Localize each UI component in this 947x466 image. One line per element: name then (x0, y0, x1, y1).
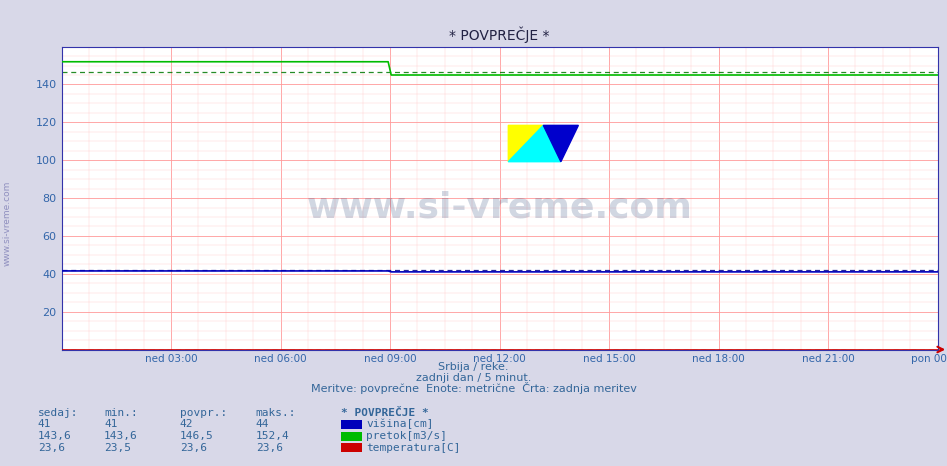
Text: 143,6: 143,6 (38, 431, 72, 441)
Text: 23,6: 23,6 (256, 443, 283, 452)
Text: min.:: min.: (104, 408, 138, 418)
Text: sedaj:: sedaj: (38, 408, 79, 418)
Text: www.si-vreme.com: www.si-vreme.com (307, 190, 692, 224)
Text: www.si-vreme.com: www.si-vreme.com (3, 181, 12, 267)
Text: 23,5: 23,5 (104, 443, 132, 452)
Text: zadnji dan / 5 minut.: zadnji dan / 5 minut. (416, 373, 531, 383)
Polygon shape (509, 125, 544, 162)
Text: 146,5: 146,5 (180, 431, 214, 441)
Text: 44: 44 (256, 419, 269, 429)
Text: 23,6: 23,6 (180, 443, 207, 452)
Text: 143,6: 143,6 (104, 431, 138, 441)
Text: 41: 41 (104, 419, 117, 429)
Text: 42: 42 (180, 419, 193, 429)
Text: povpr.:: povpr.: (180, 408, 227, 418)
Text: * POVPREČJE *: * POVPREČJE * (341, 408, 429, 418)
Text: temperatura[C]: temperatura[C] (366, 443, 461, 452)
Text: pretok[m3/s]: pretok[m3/s] (366, 431, 448, 441)
Text: višina[cm]: višina[cm] (366, 419, 434, 429)
Text: 152,4: 152,4 (256, 431, 290, 441)
Title: * POVPREČJE *: * POVPREČJE * (449, 26, 550, 43)
Text: Srbija / reke.: Srbija / reke. (438, 363, 509, 372)
Text: 23,6: 23,6 (38, 443, 65, 452)
Text: Meritve: povprečne  Enote: metrične  Črta: zadnja meritev: Meritve: povprečne Enote: metrične Črta:… (311, 382, 636, 394)
Text: maks.:: maks.: (256, 408, 296, 418)
Polygon shape (509, 125, 561, 162)
Text: 41: 41 (38, 419, 51, 429)
Polygon shape (544, 125, 579, 162)
